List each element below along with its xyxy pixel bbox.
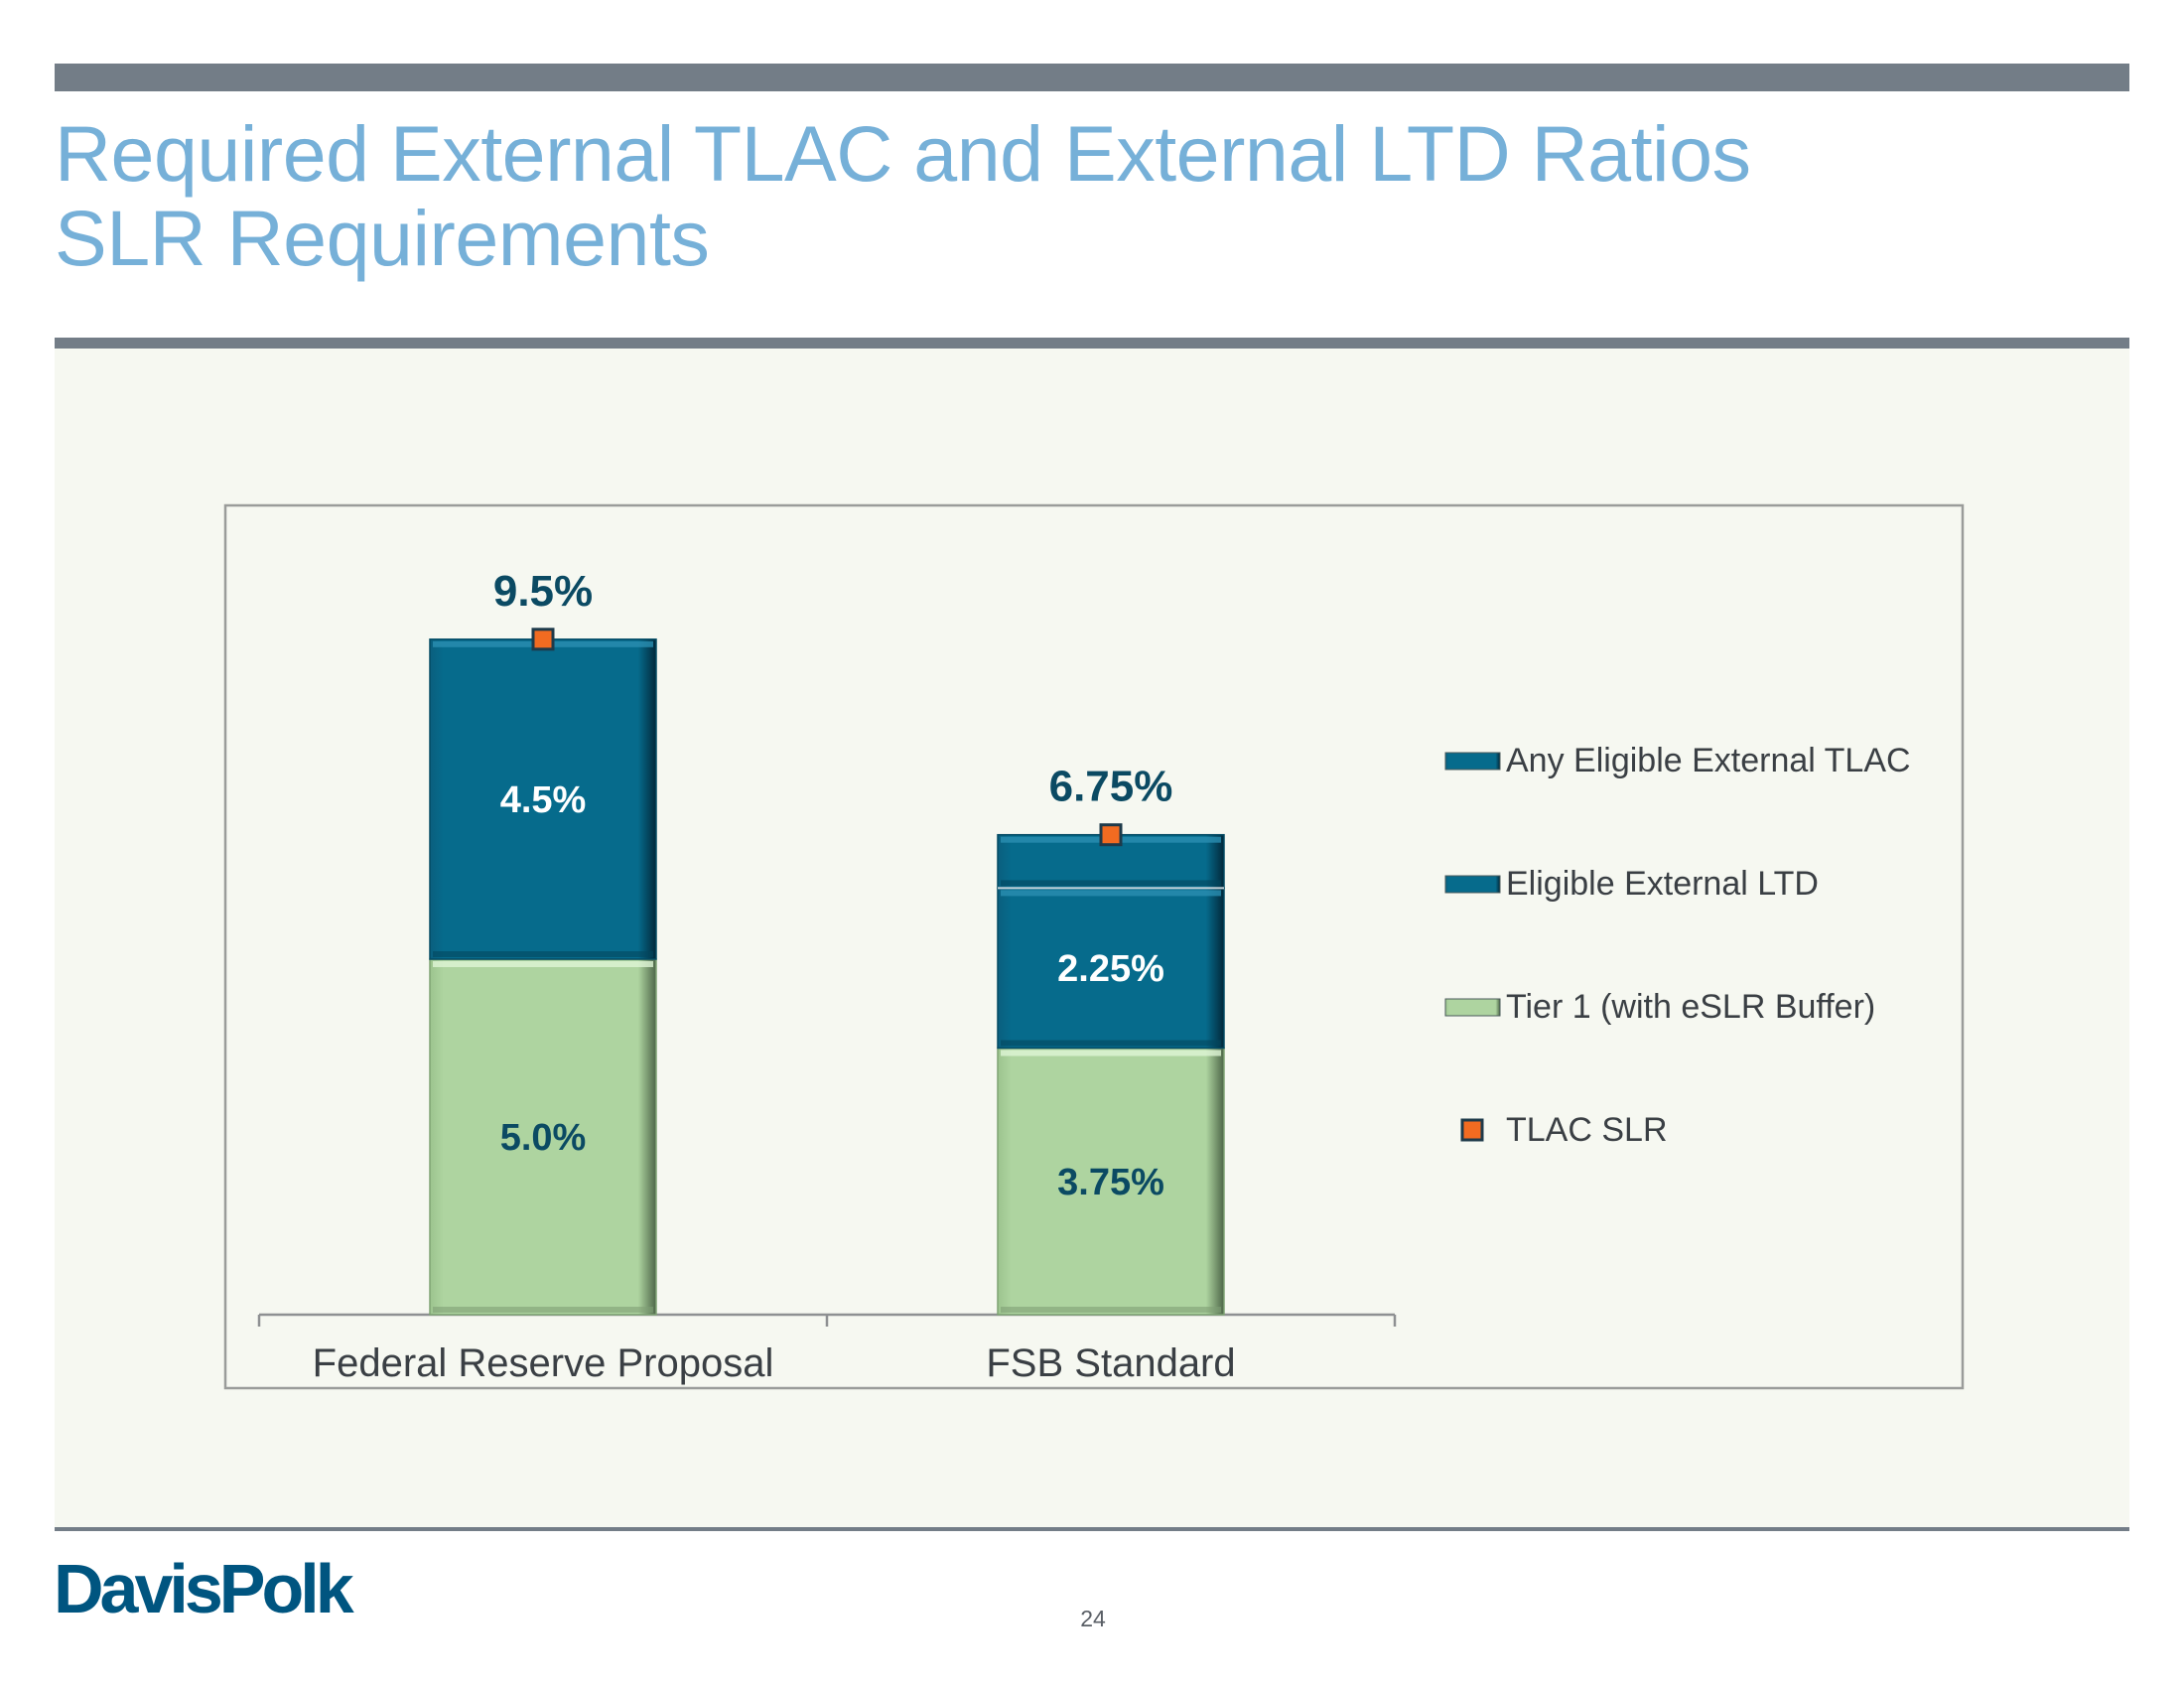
page-title: Required External TLAC and External LTD …	[55, 111, 1751, 280]
data-label: 3.75%	[1057, 1162, 1164, 1203]
tlac-slr-marker	[1099, 823, 1123, 847]
bar-bevel-shadow	[1001, 1307, 1221, 1313]
legend-label: Any Eligible External TLAC	[1506, 742, 1911, 779]
title-separator	[55, 338, 2129, 349]
legend-swatch-eligible-external-ltd	[1444, 875, 1501, 894]
legend-label: TLAC SLR	[1506, 1111, 1668, 1149]
legend-label: Tier 1 (with eSLR Buffer)	[1506, 988, 1875, 1026]
header-bar	[55, 64, 2129, 91]
title-line-2: SLR Requirements	[55, 194, 710, 282]
bar-bevel-highlight	[433, 961, 653, 967]
total-label: 9.5%	[493, 567, 593, 616]
legend-swatch-any-eligible-external-tlac	[1444, 752, 1501, 771]
category-label: Federal Reserve Proposal	[313, 1341, 774, 1385]
total-label: 6.75%	[1049, 763, 1173, 811]
bar-bevel-shadow	[433, 1307, 653, 1313]
bar-segment-eligible-external-ltd	[997, 887, 1225, 1050]
bar-bevel-shadow	[433, 951, 653, 957]
page-number: 24	[1080, 1606, 1106, 1631]
bar-segment-tier-1-with-eslr-buffer-	[429, 958, 657, 1316]
legend-label: Eligible External LTD	[1506, 865, 1819, 903]
title-line-1: Required External TLAC and External LTD …	[55, 109, 1751, 198]
data-label: 2.25%	[1057, 948, 1164, 990]
davis-polk-logo: DavisPolk	[54, 1550, 354, 1627]
bar-bevel-shadow	[1001, 880, 1221, 887]
data-label: 4.5%	[500, 779, 587, 821]
bar-segment-eligible-external-ltd	[429, 638, 657, 960]
bar-bevel-highlight	[1001, 890, 1221, 897]
bar-bevel-shadow	[1001, 1040, 1221, 1047]
legend-swatch-tlac-slr	[1460, 1118, 1484, 1142]
data-label: 5.0%	[500, 1117, 587, 1159]
bar-bevel-highlight	[1001, 1050, 1221, 1056]
category-label: FSB Standard	[986, 1341, 1235, 1385]
legend-swatch-tier-1	[1444, 998, 1501, 1017]
bar-segment-tier-1-with-eslr-buffer-	[997, 1047, 1225, 1316]
footer-divider	[55, 1527, 2129, 1531]
tlac-slr-marker	[531, 628, 555, 651]
